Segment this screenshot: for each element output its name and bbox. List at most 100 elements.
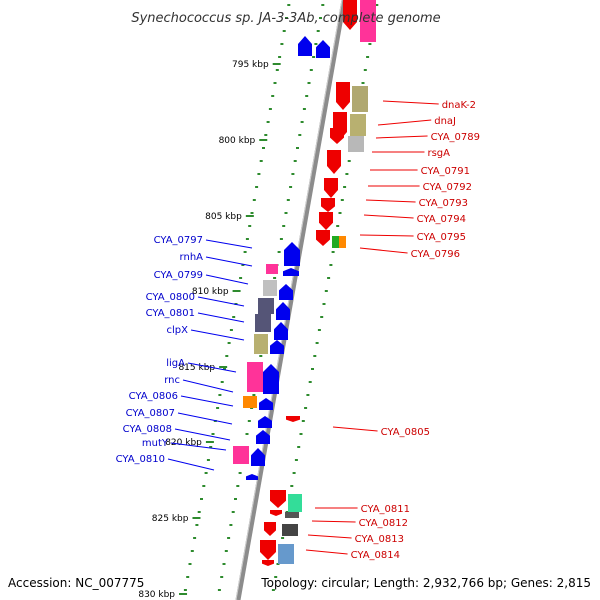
gene-label-forward[interactable]: CYA_0810 [116,454,165,465]
label-leader-line [187,362,237,373]
label-leader-line [197,312,245,323]
gene-label-reverse[interactable]: CYA_0813 [355,534,404,545]
gene-function-box [282,524,298,536]
gene-label-forward[interactable]: CYA_0797 [154,235,203,246]
track-dot [245,433,249,435]
track-dot [239,277,243,279]
gene-label-forward[interactable]: CYA_0800 [146,292,195,303]
track-dot [278,56,282,58]
map-title: Synechococcus sp. JA-3-3Ab, complete gen… [131,11,440,26]
track-dot [309,69,313,71]
reverse-gene-arrow [264,522,276,536]
gene-label-reverse[interactable]: CYA_0811 [361,504,410,515]
gene-label-reverse[interactable]: rsgA [427,148,450,159]
label-leader-line [205,239,253,249]
track-dot [302,108,306,110]
track-dot [259,355,263,357]
gene-label-reverse[interactable]: CYA_0792 [423,182,472,193]
label-leader-line [332,426,378,432]
gene-label-forward[interactable]: CYA_0806 [129,391,178,402]
gene-label-reverse[interactable]: CYA_0793 [419,198,468,209]
track-dot [285,17,288,19]
track-dot [234,498,237,500]
kbp-tick-label: 800 kbp [219,136,256,146]
label-leader-line [190,329,245,341]
gene-label-reverse[interactable]: CYA_0789 [431,132,480,143]
label-leader-line [174,428,231,441]
track-dot [343,186,347,188]
track-dot [204,472,208,474]
forward-gene-arrow [316,40,330,58]
genome-stats-text: Topology: circular; Length: 2,932,766 bp… [260,576,591,590]
track-dot [193,537,197,539]
gene-function-box [278,544,294,564]
track-dot [324,290,328,292]
track-dot [216,407,220,409]
track-dot [241,264,245,266]
gene-label-forward[interactable]: rnc [164,375,180,386]
gene-label-reverse[interactable]: CYA_0796 [411,249,460,260]
gene-label-reverse[interactable]: dnaJ [434,116,456,127]
gene-label-reverse[interactable]: CYA_0814 [351,550,400,561]
gene-label-reverse[interactable]: dnaK-2 [442,100,476,111]
track-dot [289,186,293,188]
track-dot [282,30,286,32]
reverse-gene-arrow [324,178,338,198]
reverse-gene-arrow [321,198,335,212]
gene-label-reverse[interactable]: CYA_0794 [417,214,466,225]
label-leaders [167,100,439,555]
gene-function-box [352,86,368,112]
track-dot [363,69,367,71]
reverse-gene-arrow [270,510,282,516]
forward-gene-arrow [270,340,284,354]
gene-function-box [360,0,376,42]
track-dot [301,420,305,422]
gene-label-forward[interactable]: CYA_0799 [154,270,203,281]
gene-function-box [258,298,274,314]
track-dot [366,56,370,58]
label-leader-line [375,135,428,139]
track-dot [271,589,275,591]
gene-label-forward[interactable]: clpX [167,325,189,336]
gene-label-reverse[interactable]: CYA_0791 [421,166,470,177]
track-dot [294,459,298,461]
label-leader-line [182,379,234,393]
gene-label-forward[interactable]: CYA_0808 [123,424,172,435]
label-leader-line [170,442,227,451]
forward-gene-arrow [284,242,300,266]
reverse-gene-arrow [270,490,286,508]
reverse-gene-arrow [319,212,333,230]
track-dot [317,329,321,331]
gene-label-forward[interactable]: rnhA [180,252,204,263]
track-dot [231,511,235,513]
track-dot [220,576,224,578]
track-dot [308,381,312,383]
track-dot [223,368,226,370]
track-dot [284,212,288,214]
track-dot [274,576,278,578]
gene-label-reverse[interactable]: CYA_0812 [359,518,408,529]
label-leader-line [167,458,215,471]
track-dot [271,95,275,97]
track-dot [224,550,228,552]
track-dot [255,186,259,188]
track-dot [279,238,283,240]
track-dot [259,160,263,162]
gene-label-reverse[interactable]: CYA_0795 [417,232,466,243]
track-dot [293,160,297,162]
forward-gene-arrow [251,448,265,466]
kbp-tick-label: 815 kbp [178,363,215,373]
gene-label-forward[interactable]: CYA_0801 [146,308,195,319]
track-dot [200,498,203,500]
gene-label-reverse[interactable]: CYA_0805 [381,427,430,438]
gene-function-box [285,512,299,518]
gene-label-forward[interactable]: mutY [142,438,169,449]
label-leader-line [197,296,245,307]
gene-label-forward[interactable]: CYA_0807 [126,408,175,419]
gene-label-forward[interactable]: ligA [166,358,185,369]
track-dot [252,199,256,201]
track-dot [206,459,210,461]
track-dot [190,550,194,552]
kbp-tick-label: 810 kbp [192,287,229,297]
